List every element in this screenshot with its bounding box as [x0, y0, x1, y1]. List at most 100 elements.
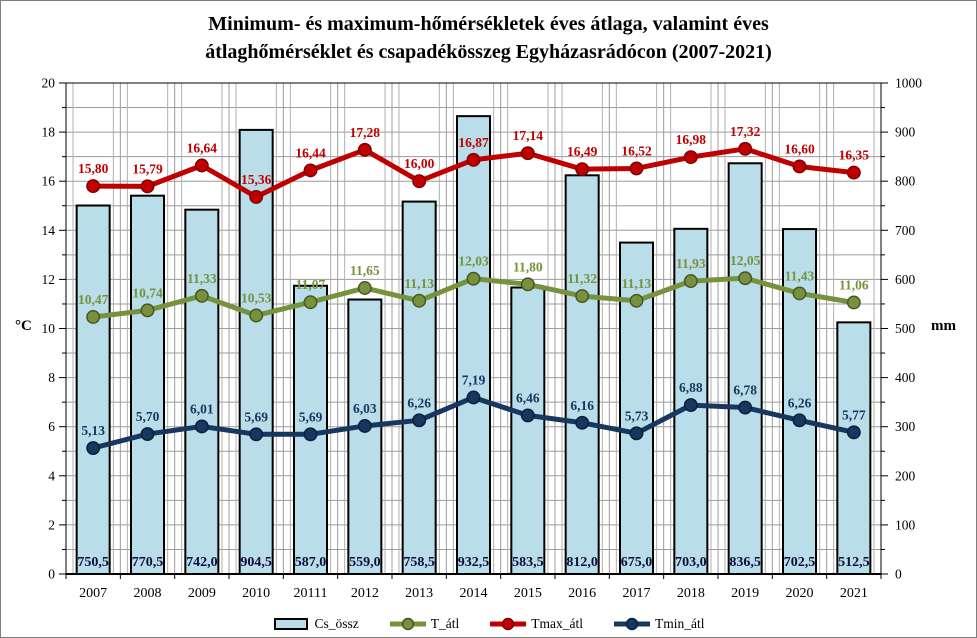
- data-label: 6,26: [407, 395, 431, 410]
- bar-value-label: 836,5: [729, 555, 761, 570]
- data-label: 16,49: [567, 144, 598, 159]
- data-label: 6,46: [516, 390, 540, 405]
- bar-value-label: 904,5: [240, 555, 272, 570]
- bar-swatch-icon: [273, 617, 311, 631]
- data-label: 6,88: [679, 380, 703, 395]
- data-label: 5,77: [842, 407, 866, 422]
- legend-label: Tmax_átl: [531, 616, 583, 631]
- x-axis-tick-label: 2013: [405, 586, 433, 601]
- bar-value-label: 932,5: [458, 555, 490, 570]
- legend: Cs_össz T_átl Tmax_átl Tmin_átl: [1, 616, 976, 632]
- x-axis-tick-labels: 2007 2008 2009 2010 20111 2012 2013 2014 2015 201…: [79, 586, 868, 601]
- chart-title: Minimum- és maximum-hőmérsékletek éves á…: [1, 10, 976, 66]
- data-label: 5,73: [625, 408, 649, 423]
- data-point-marker: [466, 271, 481, 286]
- data-label: 17,14: [513, 128, 544, 143]
- bar-value-label: 512,5: [838, 555, 870, 570]
- left-axis-tick-label: 16: [42, 174, 56, 189]
- data-point-marker: [738, 400, 753, 415]
- legend-item-cs-ossz: Cs_össz: [273, 616, 359, 632]
- data-label: 11,43: [785, 268, 815, 283]
- legend-label: T_átl: [430, 616, 460, 631]
- data-label: 11,07: [296, 277, 326, 292]
- data-label: 16,52: [621, 143, 652, 158]
- data-point-marker: [575, 415, 590, 430]
- left-axis-tick-label: 0: [48, 567, 55, 582]
- data-point-marker: [140, 179, 155, 194]
- line-marker-swatch-icon: [389, 617, 427, 631]
- bars: [75, 115, 872, 576]
- data-point-marker: [412, 174, 427, 189]
- series-labels-Tmin_átl: 5,13 5,70 6,01 5,69 5,69 6,03 6,26 7,19 6,46 6,16…: [81, 372, 866, 438]
- data-label: 10,47: [78, 292, 109, 307]
- legend-item-tmax-atl: Tmax_átl: [489, 616, 583, 632]
- bar-value-label: 583,5: [512, 555, 544, 570]
- left-axis-tick-label: 14: [42, 223, 56, 238]
- data-point-marker: [303, 163, 318, 178]
- left-axis-tick-label: 8: [48, 370, 55, 385]
- bar-value-label: 587,0: [295, 555, 327, 570]
- data-point-marker: [466, 152, 481, 167]
- bar: [836, 321, 872, 575]
- left-axis-tick-label: 4: [48, 468, 55, 483]
- data-point-marker: [140, 303, 155, 318]
- bar-value-label: 742,0: [186, 555, 218, 570]
- data-point-marker: [846, 295, 861, 310]
- data-point-marker: [520, 146, 535, 161]
- data-point-marker: [846, 425, 861, 440]
- data-label: 5,13: [81, 423, 105, 438]
- bar: [456, 115, 491, 576]
- data-point-marker: [303, 295, 318, 310]
- data-point-marker: [357, 281, 372, 295]
- right-axis-tick-label: 500: [895, 321, 916, 336]
- x-axis-tick-label: 2015: [514, 586, 542, 601]
- data-label: 11,65: [350, 263, 380, 278]
- x-axis-tick-label: 2018: [677, 586, 705, 601]
- data-point-marker: [86, 441, 101, 456]
- data-point-marker: [683, 150, 698, 165]
- bar: [184, 208, 220, 575]
- data-point-marker: [194, 158, 209, 173]
- data-point-marker: [86, 310, 101, 324]
- x-axis-tick-label: 2008: [134, 586, 162, 601]
- data-label: 17,28: [350, 125, 381, 140]
- bar-value-label: 559,0: [349, 555, 381, 570]
- bar-value-label: 702,5: [784, 555, 816, 570]
- right-axis-tick-label: 900: [895, 125, 916, 140]
- data-label: 6,78: [733, 383, 757, 398]
- data-label: 10,74: [132, 285, 163, 300]
- data-label: 11,93: [676, 256, 706, 271]
- data-point-marker: [86, 179, 101, 194]
- right-axis-tick-label: 600: [895, 272, 916, 287]
- data-point-marker: [520, 277, 535, 292]
- data-point-marker: [357, 419, 372, 433]
- data-label: 15,79: [132, 161, 163, 176]
- data-point-marker: [412, 293, 427, 308]
- left-axis-tick-label: 2: [48, 517, 55, 532]
- data-label: 16,87: [458, 135, 489, 150]
- left-axis-unit-label: °C: [15, 318, 32, 334]
- data-label: 12,03: [458, 254, 489, 269]
- legend-item-t-atl: T_átl: [389, 616, 460, 632]
- x-axis-tick-label: 2019: [731, 586, 759, 601]
- series-line-T_átl: [86, 271, 861, 324]
- right-axis-tick-label: 800: [895, 174, 916, 189]
- x-axis-tick-label: 2021: [840, 586, 868, 601]
- data-point-marker: [194, 419, 209, 434]
- x-axis-tick-label: 2020: [786, 586, 814, 601]
- right-axis-tick-label: 0: [895, 567, 902, 582]
- data-label: 16,60: [784, 141, 815, 156]
- legend-label: Cs_össz: [314, 616, 359, 631]
- data-point-marker: [629, 426, 644, 441]
- data-label: 12,05: [730, 253, 761, 268]
- bar-value-labels: 750,5 770,5 742,0 904,5 587,0 559,0 758,5 932,5…: [77, 555, 869, 570]
- data-point-marker: [194, 288, 209, 303]
- data-label: 16,98: [676, 132, 707, 147]
- data-label: 11,13: [622, 276, 652, 291]
- axis-ticks: [59, 82, 888, 579]
- left-axis-tick-labels: 0 2 4 6 8 10 12 14 16 18 20: [42, 76, 56, 582]
- data-point-marker: [303, 427, 318, 442]
- data-label: 16,35: [839, 148, 870, 163]
- data-label: 10,53: [241, 290, 272, 305]
